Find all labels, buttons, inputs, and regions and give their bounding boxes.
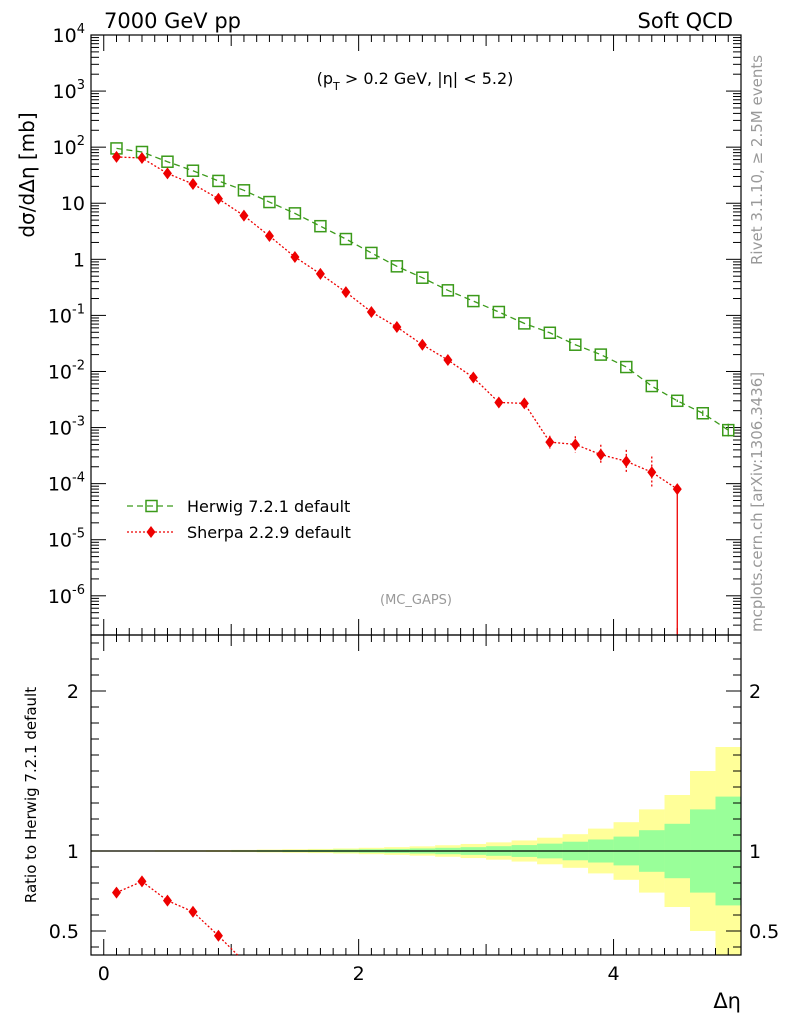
side-label-rivet: Rivet 3.1.10, ≥ 2.5M events — [748, 55, 766, 265]
herwig-point — [416, 271, 429, 284]
x-tick-label: 2 — [353, 963, 365, 985]
ratio-y-tick-label-right: 0.5 — [749, 921, 779, 943]
y-tick-label: 103 — [53, 78, 85, 103]
legend-herwig-label: Herwig 7.2.1 default — [187, 497, 350, 516]
y-tick-label: 102 — [53, 134, 85, 159]
sherpa-point — [494, 396, 504, 409]
sherpa-point — [264, 230, 274, 243]
y-tick-label: 1 — [73, 249, 85, 271]
sherpa-point — [213, 192, 223, 205]
sherpa-point — [519, 397, 529, 410]
herwig-point — [263, 195, 276, 209]
y-tick-label: 10-2 — [48, 358, 85, 383]
sherpa-point — [596, 448, 606, 461]
herwig-point — [161, 155, 174, 168]
ratio-y-tick-label-right: 2 — [749, 681, 761, 703]
sherpa-point — [417, 338, 427, 351]
herwig-point — [620, 360, 633, 374]
herwig-point — [722, 423, 735, 437]
ratio-sherpa-point — [213, 929, 223, 942]
herwig-point — [518, 317, 531, 330]
ratio-sherpa-point — [137, 875, 147, 888]
herwig-point — [543, 326, 557, 340]
herwig-point — [594, 348, 608, 361]
sherpa-point — [188, 178, 198, 191]
sherpa-point — [621, 455, 631, 468]
y-tick-label: 10-1 — [48, 302, 85, 327]
sherpa-point — [545, 436, 555, 449]
ratio-y-tick-label: 1 — [67, 841, 79, 863]
herwig-point — [339, 232, 353, 246]
x-axis-title: Δη — [713, 989, 741, 1013]
ratio-plot: 0 2 4 2 2 1 1 0.5 0.5 Ratio to Herwig 7.2.1 defau… — [22, 634, 779, 1013]
herwig-point — [645, 379, 659, 393]
herwig-point — [314, 219, 327, 233]
herwig-point — [288, 207, 302, 220]
x-tick-label: 4 — [608, 963, 620, 985]
ratio-y-tick-label: 2 — [67, 681, 79, 703]
ratio-y-axis-title: Ratio to Herwig 7.2.1 default — [22, 687, 40, 903]
sherpa-point — [672, 483, 682, 496]
herwig-point — [186, 164, 200, 177]
sherpa-point — [570, 438, 580, 451]
side-label-mcplots: mcplots.cern.ch [arXiv:1306.3436] — [748, 372, 766, 632]
y-axis-title: dσ/dΔη [mb] — [15, 112, 39, 237]
sherpa-point — [290, 250, 300, 263]
main-plot: 10410310210110-110-210-310-410-510-6dσ/d… — [15, 22, 742, 636]
y-tick-label: 10-6 — [48, 583, 85, 608]
ratio-sherpa-point — [111, 886, 121, 899]
header-right: Soft QCD — [638, 9, 733, 33]
herwig-point — [441, 284, 455, 297]
herwig-series-line — [116, 147, 729, 431]
legend-sherpa-marker — [146, 526, 156, 538]
herwig-point — [365, 246, 378, 260]
herwig-point — [237, 184, 251, 197]
sherpa-point — [392, 321, 402, 334]
sherpa-point — [315, 267, 325, 280]
legend-herwig-marker — [145, 499, 158, 513]
ratio-sherpa-point — [188, 905, 198, 918]
ratio-sherpa-line — [116, 880, 239, 956]
herwig-point — [467, 294, 480, 308]
sherpa-point — [366, 305, 376, 318]
legend-sherpa-label: Sherpa 2.2.9 default — [187, 523, 351, 542]
sherpa-point — [111, 150, 121, 163]
sherpa-point — [137, 152, 147, 165]
herwig-point — [492, 305, 506, 319]
x-tick-label: 0 — [98, 963, 110, 985]
cut-annotation: (pT > 0.2 GeV, |η| < 5.2) — [317, 69, 514, 93]
herwig-point — [390, 260, 404, 273]
y-tick-label: 10-5 — [48, 527, 85, 552]
sherpa-point — [443, 354, 453, 367]
ratio-sherpa-point — [162, 894, 172, 907]
y-tick-label: 10 — [61, 193, 85, 215]
herwig-point — [671, 394, 684, 408]
y-tick-label: 10-4 — [48, 471, 85, 496]
y-tick-label: 104 — [53, 22, 85, 47]
herwig-point — [569, 338, 582, 351]
sherpa-point — [647, 466, 657, 479]
ratio-plot-frame — [90, 634, 742, 956]
sherpa-point — [239, 209, 249, 222]
ratio-y-tick-label: 0.5 — [49, 921, 79, 943]
main-plot-frame — [90, 34, 742, 636]
herwig-point — [212, 174, 225, 188]
ratio-y-tick-label-right: 1 — [749, 841, 761, 863]
herwig-point — [696, 406, 710, 420]
sherpa-point — [162, 167, 172, 180]
sherpa-point — [468, 371, 478, 384]
analysis-label: (MC_GAPS) — [380, 593, 452, 608]
legend: Herwig 7.2.1 default Sherpa 2.2.9 default — [127, 497, 351, 542]
y-tick-label: 10-3 — [48, 415, 85, 440]
sherpa-point — [341, 286, 351, 299]
header-left: 7000 GeV pp — [104, 9, 241, 33]
